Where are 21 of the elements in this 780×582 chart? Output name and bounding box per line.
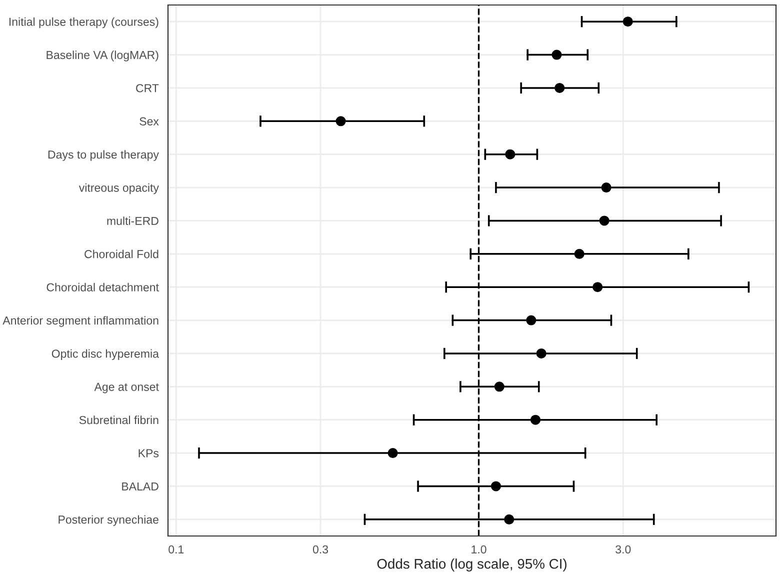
y-tick-label: Subretinal fibrin	[79, 416, 158, 424]
y-tick-label: Posterior synechiae	[58, 515, 158, 526]
x-tick-label: 0.3	[312, 545, 328, 554]
y-tick-label: Sex	[140, 117, 159, 126]
y-tick-label: Choroidal detachment	[46, 282, 159, 292]
x-tick-label: 1.0	[472, 545, 486, 554]
y-tick-label: Initial pulse therapy (courses)	[9, 17, 158, 28]
x-tick-label: 0.1	[168, 545, 184, 554]
y-tick-label: CRT	[136, 84, 159, 92]
y-tick-label: KPs	[138, 449, 159, 458]
y-tick-label: BALAD	[122, 482, 158, 490]
y-tick-label: Anterior segment inflammation	[2, 316, 158, 327]
y-tick-label: Optic disc hyperemia	[52, 349, 159, 360]
x-axis-title: Odds Ratio (log scale, 95% CI)	[377, 558, 566, 572]
y-tick-label: Age at onset	[94, 382, 159, 394]
y-tick-label: Baseline VA (logMAR)	[46, 50, 158, 62]
y-tick-label: Choroidal Fold	[84, 250, 158, 258]
y-tick-label: multi-ERD	[107, 216, 158, 226]
y-tick-label: Days to pulse therapy	[48, 150, 159, 161]
y-tick-label: vitreous opacity	[78, 183, 159, 194]
x-tick-label: 3.0	[616, 545, 631, 554]
